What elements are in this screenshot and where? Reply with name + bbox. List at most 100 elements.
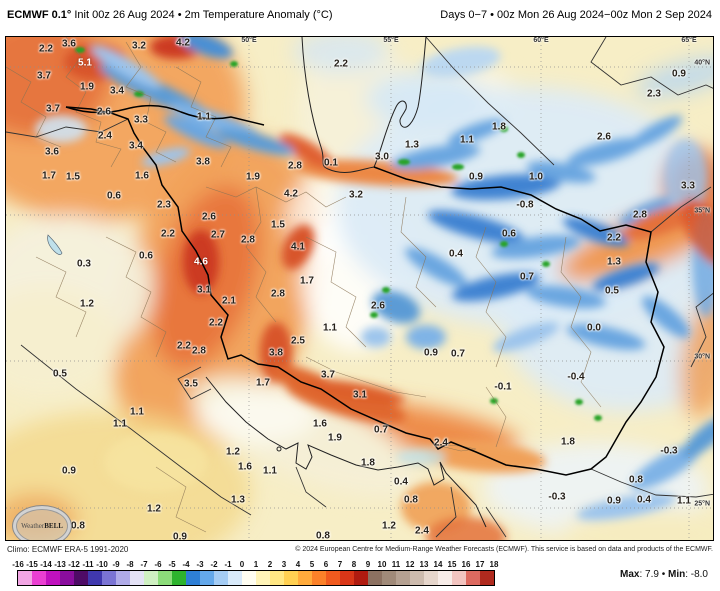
longitude-label: 55°E [383, 37, 399, 44]
anomaly-value-label: 3.2 [132, 40, 146, 52]
colorbar-segment [410, 571, 424, 585]
colorbar-tick: -3 [196, 560, 204, 569]
colorbar-segment [466, 571, 480, 585]
anomaly-value-label: 3.7 [46, 103, 60, 115]
colorbar-tick: 12 [405, 560, 415, 569]
latitude-label: 25°N [694, 500, 710, 508]
anomaly-value-label: 0.7 [520, 271, 534, 283]
copyright-note: © 2024 European Centre for Medium-Range … [295, 546, 713, 553]
anomaly-value-label: 3.3 [134, 114, 148, 126]
longitude-label: 65°E [681, 37, 697, 44]
anomaly-value-label: 2.2 [334, 58, 348, 70]
anomaly-value-label: 1.9 [80, 81, 94, 93]
anomaly-value-label: 0.9 [469, 171, 483, 183]
colorbar-tick: 9 [365, 560, 371, 569]
colorbar-tick: -7 [140, 560, 148, 569]
anomaly-value-label: 2.7 [211, 229, 225, 241]
anomaly-value-label: 1.6 [135, 170, 149, 182]
anomaly-value-label: 0.8 [629, 474, 643, 486]
anomaly-value-label: 1.2 [226, 446, 240, 458]
colorbar-segment [214, 571, 228, 585]
model-name: ECMWF 0.1° [7, 9, 72, 21]
colorbar-segment [340, 571, 354, 585]
anomaly-value-label: 0.6 [502, 228, 516, 240]
latitude-label: 40°N [694, 59, 710, 67]
colorbar-tick: 15 [447, 560, 457, 569]
anomaly-value-label: 0.6 [139, 250, 153, 262]
colorbar-segment [130, 571, 144, 585]
anomaly-value-label: 2.3 [647, 88, 661, 100]
anomaly-value-label: 0.9 [173, 531, 187, 541]
anomaly-value-label: 1.7 [42, 170, 56, 182]
anomaly-value-label: 3.6 [62, 38, 76, 50]
anomaly-value-label: 3.6 [45, 146, 59, 158]
colorbar-segment [186, 571, 200, 585]
anomaly-value-label: 0.4 [637, 494, 651, 506]
anomaly-value-label: 1.2 [382, 520, 396, 532]
anomaly-value-label: 2.2 [209, 317, 223, 329]
colorbar-tick: 11 [391, 560, 401, 569]
colorbar-segment [284, 571, 298, 585]
colorbar-tick: -12 [68, 560, 80, 569]
anomaly-value-label: 0.4 [394, 476, 408, 488]
anomaly-value-label: 3.7 [321, 369, 335, 381]
colorbar-tick: 5 [309, 560, 315, 569]
anomaly-value-label: 5.1 [78, 57, 92, 69]
anomaly-value-label: 0.8 [316, 530, 330, 541]
anomaly-value-label: 3.3 [681, 180, 695, 192]
colorbar-tick: 3 [281, 560, 287, 569]
anomaly-value-label: 1.9 [328, 432, 342, 444]
anomaly-value-label: -0.3 [660, 445, 678, 457]
colorbar-segment [32, 571, 46, 585]
anomaly-value-label: 1.5 [66, 171, 80, 183]
anomaly-value-label: 0.8 [71, 520, 85, 532]
colorbar-tick: -2 [210, 560, 218, 569]
weatherbell-logo-text: WeatherBELL [21, 522, 63, 530]
colorbar-tick: -13 [54, 560, 66, 569]
anomaly-value-label: 2.2 [161, 228, 175, 240]
admin1-borders [6, 37, 602, 533]
anomaly-value-label: 1.8 [561, 436, 575, 448]
colorbar-segment [326, 571, 340, 585]
anomaly-value-label: 3.0 [375, 151, 389, 163]
anomaly-value-label: 0.3 [77, 258, 91, 270]
anomaly-value-label: 1.5 [271, 219, 285, 231]
colorbar-segment [158, 571, 172, 585]
anomaly-value-label: 0.7 [451, 348, 465, 360]
colorbar-segment [368, 571, 382, 585]
climatology-note: Climo: ECMWF ERA-5 1991-2020 [7, 545, 129, 554]
anomaly-value-label: 3.2 [349, 189, 363, 201]
map-shading-layer [6, 37, 713, 540]
colorbar-segment [102, 571, 116, 585]
colorbar-tick: 6 [323, 560, 329, 569]
anomaly-value-label: 2.1 [222, 295, 236, 307]
colorbar-segment [18, 571, 32, 585]
anomaly-value-label: 1.7 [256, 377, 270, 389]
iran-border [65, 104, 665, 476]
anomaly-value-label: 0.6 [107, 190, 121, 202]
anomaly-value-label: 2.4 [434, 437, 448, 449]
anomaly-value-label: 1.7 [300, 275, 314, 287]
anomaly-value-label: 2.8 [633, 209, 647, 221]
weatherbell-watermark: WeatherBELL [12, 505, 72, 540]
anomaly-value-label: 1.9 [246, 171, 260, 183]
anomaly-value-label: 3.7 [37, 70, 51, 82]
colorbar-tick: 17 [475, 560, 485, 569]
colorbar-segment [480, 571, 494, 585]
colorbar-tick: -6 [154, 560, 162, 569]
colorbar-tick: 7 [337, 560, 343, 569]
colorbar-segment [46, 571, 60, 585]
anomaly-value-label: 3.4 [129, 140, 143, 152]
anomaly-value-label: 1.2 [147, 503, 161, 515]
colorbar-segment [88, 571, 102, 585]
anomaly-value-label: 2.4 [98, 130, 112, 142]
colorbar-tick: -15 [26, 560, 38, 569]
anomaly-value-label: 2.5 [291, 335, 305, 347]
anomaly-map: 2.2 3.6 3.2 4.2 5.1 3.7 1.9 3.4 3.7 2.6 3.3 1.1 2.4 3… [5, 36, 714, 541]
anomaly-value-label: 0.5 [605, 285, 619, 297]
colorbar-tick: 16 [461, 560, 471, 569]
anomaly-value-label: 2.2 [39, 43, 53, 55]
anomaly-value-label: 2.8 [241, 234, 255, 246]
colorbar-segment [424, 571, 438, 585]
anomaly-value-label: 4.6 [194, 256, 208, 268]
